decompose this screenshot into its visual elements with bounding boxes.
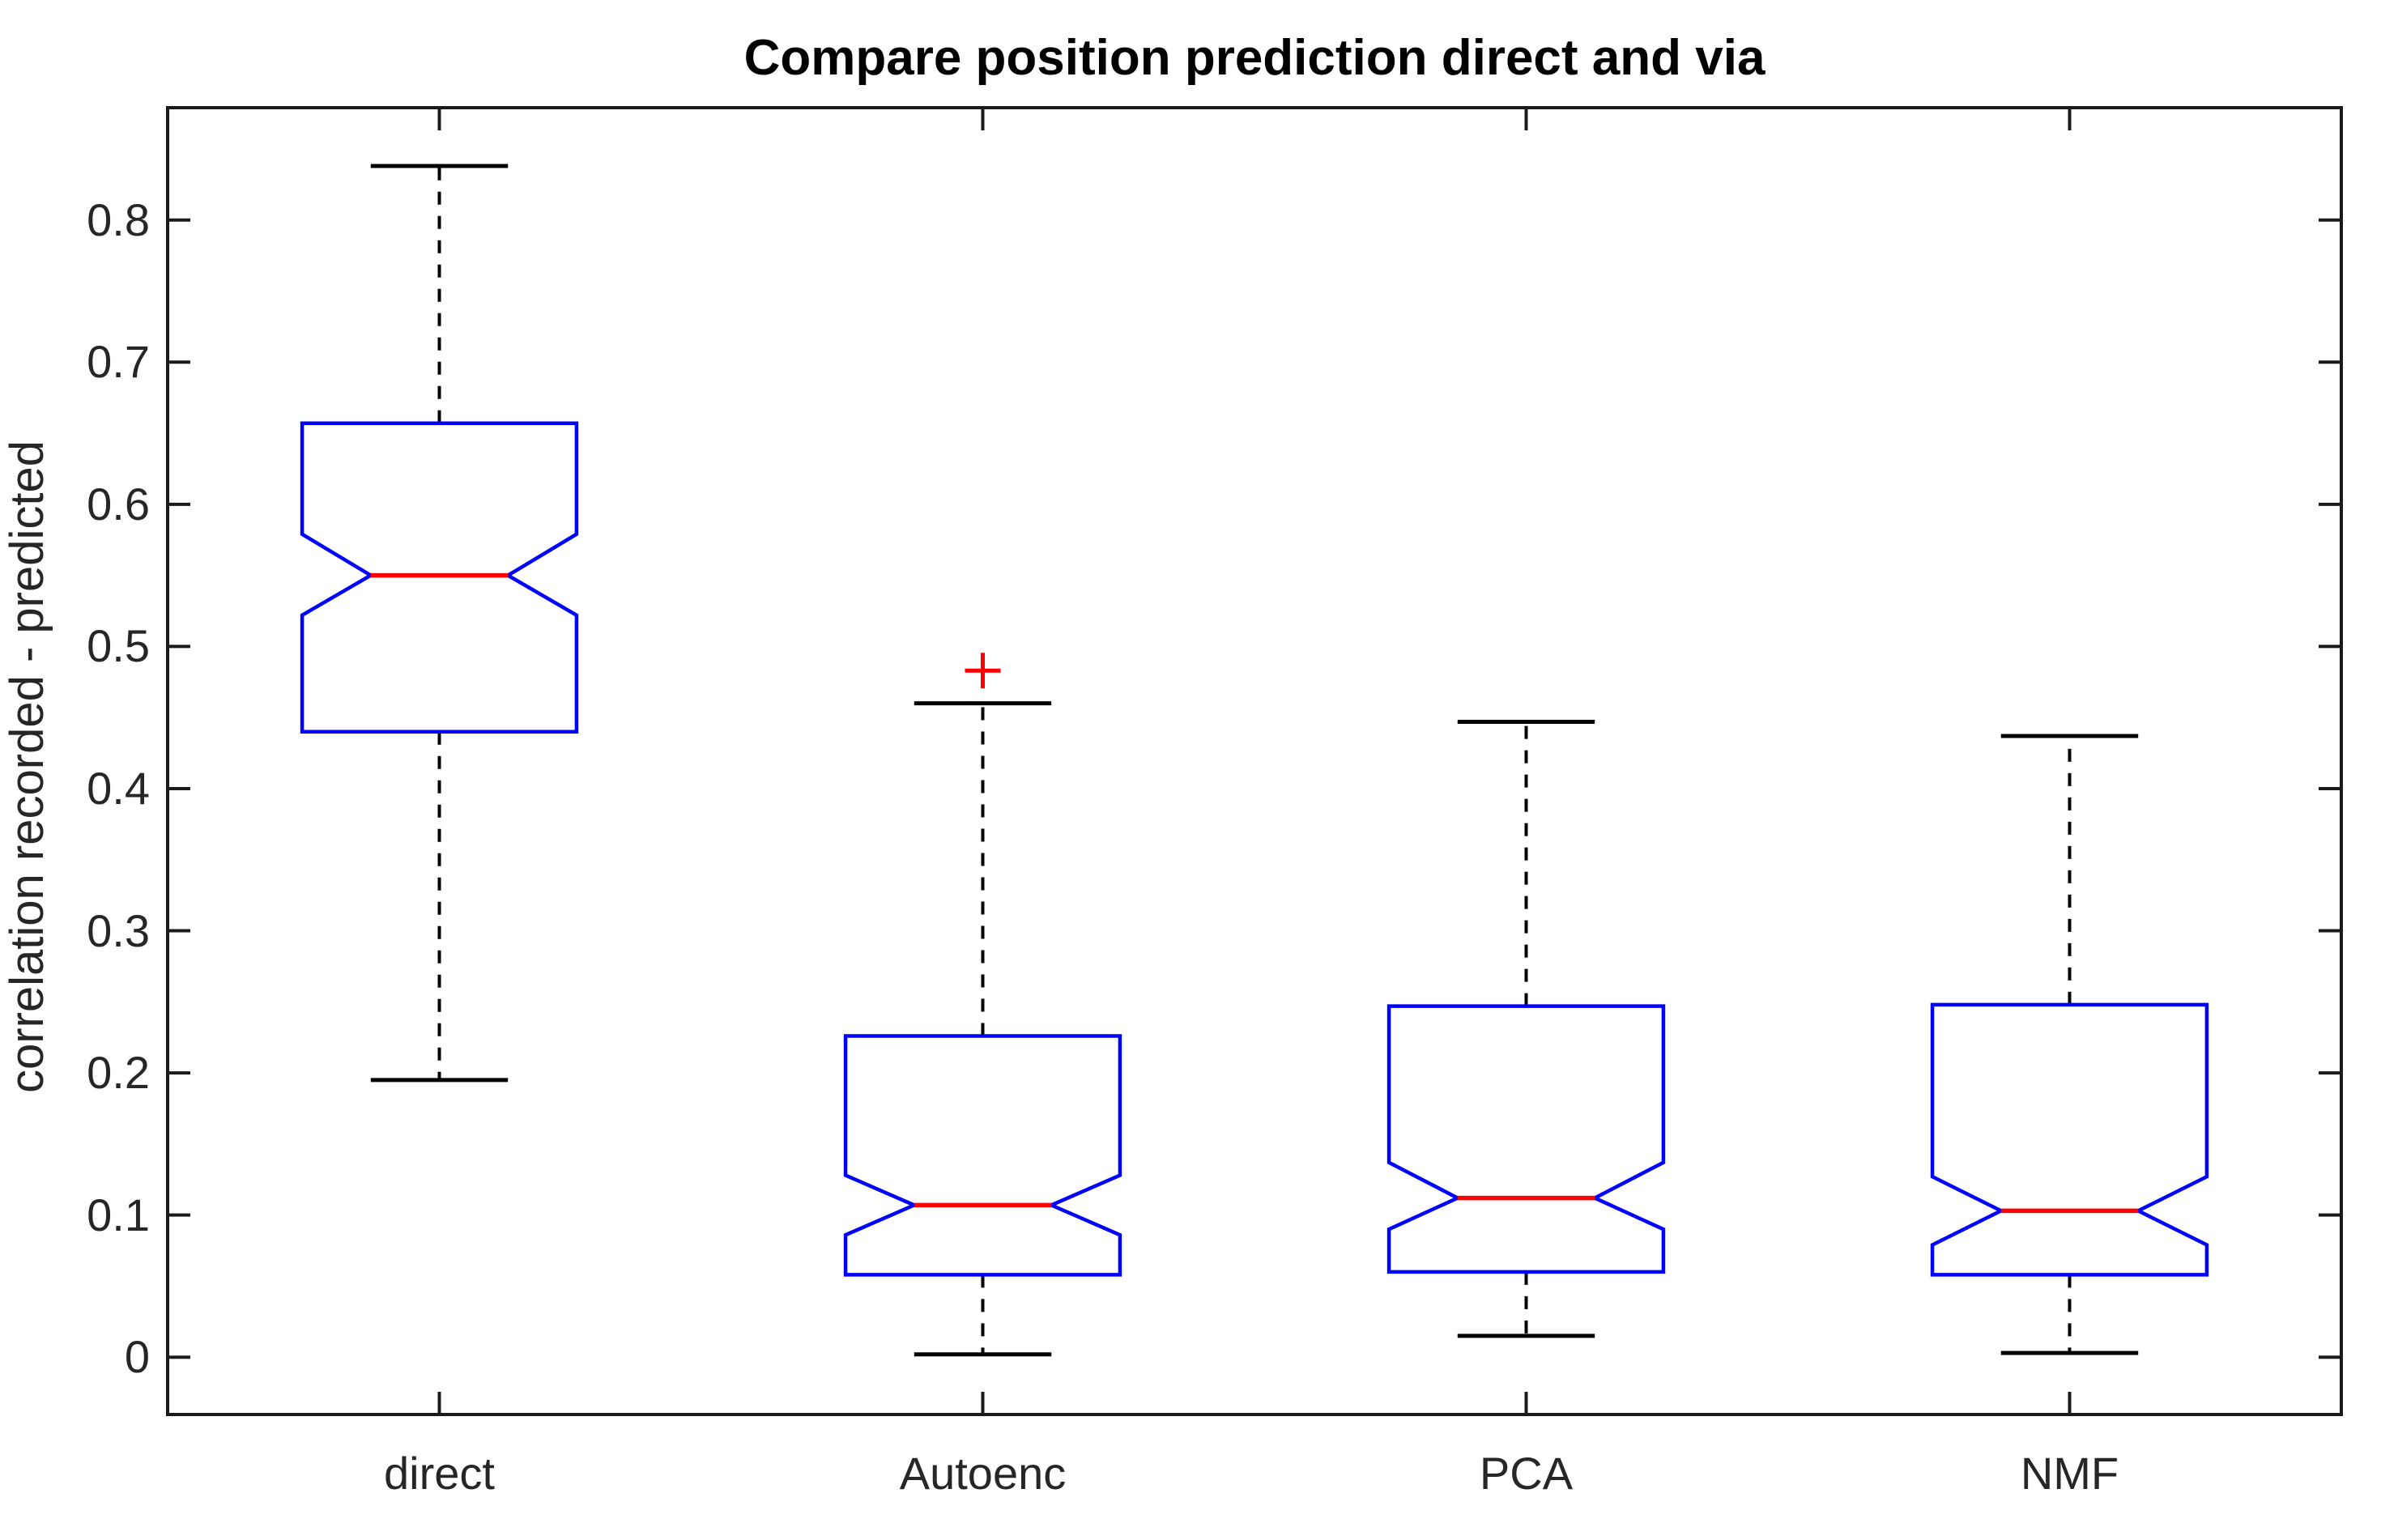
y-tick-label-0.4: 0.4 bbox=[87, 762, 150, 814]
chart-title: Compare position prediction direct and v… bbox=[743, 30, 1765, 86]
x-tick-label-direct: direct bbox=[384, 1448, 495, 1499]
x-tick-label-PCA: PCA bbox=[1479, 1448, 1574, 1499]
y-tick-label-0.3: 0.3 bbox=[87, 904, 150, 956]
x-tick-label-Autoenc: Autoenc bbox=[899, 1448, 1067, 1499]
x-tick-label-NMF: NMF bbox=[2020, 1448, 2119, 1499]
box-NMF bbox=[1930, 1002, 2209, 1277]
y-tick-label-0.8: 0.8 bbox=[87, 194, 150, 245]
y-tick-label-0.7: 0.7 bbox=[87, 336, 150, 388]
box-PCA bbox=[1386, 1004, 1666, 1274]
y-tick-label-0.2: 0.2 bbox=[87, 1047, 150, 1099]
y-tick-label-0.5: 0.5 bbox=[87, 620, 150, 672]
y-tick-label-0: 0 bbox=[124, 1331, 150, 1383]
box-direct bbox=[300, 421, 579, 734]
y-tick-label-0.6: 0.6 bbox=[87, 478, 150, 530]
y-tick-label-0.1: 0.1 bbox=[87, 1189, 150, 1240]
box-Autoenc bbox=[843, 1034, 1122, 1277]
axes-frame bbox=[166, 106, 2343, 1416]
